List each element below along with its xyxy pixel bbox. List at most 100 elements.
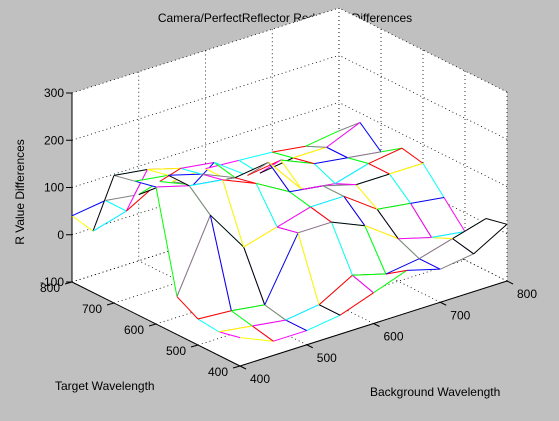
mesh-edge (197, 310, 232, 320)
surface-cell (326, 122, 381, 158)
surface-cell (314, 157, 369, 184)
mesh-edge (334, 163, 369, 185)
grid-back-z (71, 54, 340, 141)
surface-cell (189, 179, 244, 248)
mesh-edge (331, 221, 353, 276)
y-tick-label: 500 (166, 344, 186, 358)
mesh-edge (364, 225, 399, 240)
mesh-edge (105, 194, 139, 201)
z-tick-label: 200 (44, 133, 64, 147)
mesh-edge (305, 145, 327, 148)
mesh-edge (419, 258, 441, 270)
mesh-edge (252, 319, 286, 327)
z-tick-label: 100 (44, 181, 64, 195)
grid-right-z (338, 7, 508, 93)
mesh-edge (272, 145, 306, 153)
mesh-edge (352, 273, 386, 276)
surface-cell (210, 215, 265, 311)
mesh-edge (318, 274, 353, 306)
surface-cell (347, 148, 402, 164)
mesh-edge (92, 175, 115, 232)
mesh-edge (343, 196, 366, 227)
surface-cell (289, 185, 344, 207)
mesh-edge (443, 197, 466, 232)
surface-cell (352, 270, 407, 293)
mesh-edge (318, 304, 341, 316)
mesh-edge (234, 177, 257, 184)
mesh-edge (313, 163, 336, 184)
mesh-edge (326, 146, 348, 159)
mesh-edge (238, 151, 273, 161)
mesh-edge (71, 200, 106, 217)
mesh-edge (243, 246, 266, 306)
mesh-edge (385, 258, 420, 275)
mesh-edge (297, 221, 332, 234)
mesh-edge (268, 161, 303, 190)
x-tick-mark (373, 323, 380, 327)
mesh-edge (422, 163, 445, 198)
tick-labels: 400500600700800400500600700800-100010020… (40, 86, 537, 386)
surface-cell (343, 196, 399, 239)
mesh-edge (331, 221, 365, 227)
mesh-edge (192, 162, 215, 186)
mesh-edge (389, 162, 424, 175)
mesh-edge (280, 159, 303, 190)
mesh-edge (218, 331, 241, 339)
x-tick-label: 600 (384, 330, 404, 344)
surface-mesh (71, 121, 508, 342)
mesh-edge (380, 147, 403, 153)
grid-right-z (338, 102, 508, 187)
grid-right-z (338, 54, 508, 140)
mesh-edge (168, 174, 190, 187)
mesh-edge (222, 179, 257, 184)
grid-back-z (71, 7, 340, 94)
surface-cell (243, 227, 299, 305)
surface-cell (256, 183, 311, 227)
mesh-edge (335, 183, 357, 186)
mesh-edge (176, 215, 211, 297)
mesh-edge (297, 232, 320, 305)
mesh-edge (276, 226, 299, 234)
mesh-edge (343, 195, 378, 210)
mesh-edge (218, 325, 253, 333)
surface-cell (322, 184, 378, 210)
y-tick-mark (190, 344, 199, 348)
surface-cell (364, 225, 420, 274)
mesh-edge (431, 231, 466, 239)
mesh-edge (113, 169, 148, 176)
mesh-edge (485, 218, 508, 225)
mesh-edge (125, 169, 148, 212)
mesh-edge (243, 226, 278, 248)
x-tick-mark (306, 344, 313, 349)
mesh-edge (256, 182, 290, 193)
mesh-edge (280, 159, 315, 165)
mesh-edge (71, 215, 94, 232)
mesh-edge (385, 269, 407, 275)
y-tick-mark (148, 323, 157, 327)
mesh-edge (410, 197, 445, 204)
mesh-edge (373, 269, 408, 294)
mesh-edge (234, 161, 269, 179)
mesh-edge (368, 147, 403, 164)
mesh-edge (339, 292, 374, 316)
mesh-edge (134, 180, 157, 188)
mesh-edge (201, 173, 223, 181)
mesh-edge (356, 173, 390, 186)
surface-cell (389, 163, 444, 204)
mesh-edge (231, 304, 265, 312)
mesh-edge (310, 195, 345, 208)
surface-cell (335, 163, 390, 185)
mesh-edge (276, 206, 311, 228)
surface-cell (410, 197, 465, 238)
z-tick-label: -100 (40, 275, 64, 289)
surface-cell (105, 181, 160, 211)
mesh-edge (418, 238, 453, 260)
mesh-edge (322, 185, 345, 197)
mesh-edge (239, 337, 274, 342)
mesh-edge (147, 167, 181, 171)
mesh-edge (352, 274, 374, 294)
mesh-edge (314, 157, 348, 165)
mesh-edge (293, 146, 327, 159)
